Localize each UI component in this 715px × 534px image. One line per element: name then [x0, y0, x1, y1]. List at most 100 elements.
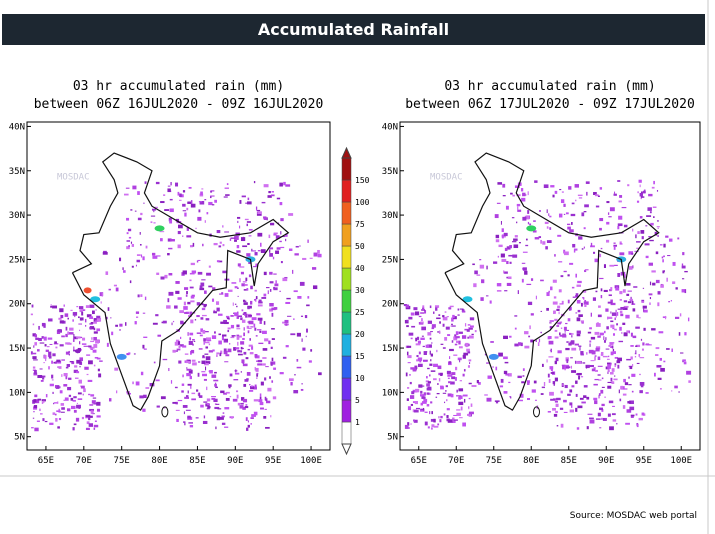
rain-speck [48, 355, 52, 359]
rain-speck [555, 357, 559, 362]
rain-speck [565, 212, 569, 215]
lon-label: 70E [448, 456, 464, 466]
rain-speck [273, 367, 277, 370]
rain-speck [504, 247, 508, 251]
rain-speck [503, 391, 508, 394]
rain-speck [436, 349, 438, 353]
rain-speck [563, 399, 567, 403]
rain-speck [31, 352, 37, 355]
rain-speck [240, 371, 242, 373]
rain-speck [604, 330, 606, 334]
rain-speck [43, 362, 45, 364]
rain-speck [140, 254, 143, 258]
rain-speck [443, 401, 446, 404]
rain-speck [620, 313, 624, 317]
rain-speck [126, 217, 130, 221]
rain-speck [211, 397, 216, 400]
rain-speck [431, 424, 435, 427]
rain-speck [167, 188, 171, 192]
rain-speck [555, 410, 558, 414]
rain-speck [269, 271, 273, 275]
rain-speck [257, 250, 261, 252]
rain-speck [60, 314, 64, 319]
rain-speck [615, 309, 617, 313]
rain-speck [553, 413, 558, 417]
map-title: between 06Z 16JUL2020 - 09Z 16JUL2020 [34, 97, 324, 112]
lat-label: 20N [9, 300, 25, 310]
rain-speck [156, 272, 160, 275]
rain-speck [614, 364, 616, 368]
rain-speck [160, 201, 165, 204]
rain-speck [655, 279, 660, 284]
rain-speck [575, 199, 577, 202]
rain-speck [54, 413, 57, 416]
rain-speck [566, 341, 569, 343]
rain-speck [204, 331, 209, 333]
rain-speck [257, 363, 263, 366]
rain-speck [73, 336, 78, 340]
rain-speck [495, 366, 498, 371]
rain-speck [575, 393, 578, 397]
rain-speck [257, 211, 262, 215]
rain-speck [51, 360, 53, 364]
rain-speck [622, 405, 626, 409]
rain-speck [588, 349, 594, 354]
rain-speck [241, 359, 245, 364]
rain-speck [626, 330, 630, 333]
rain-speck [546, 240, 552, 243]
rain-speck [596, 322, 599, 326]
rain-speck [408, 316, 413, 320]
rain-speck [429, 305, 432, 309]
rain-speck [273, 232, 278, 235]
rain-speck [257, 359, 263, 363]
rain-speck [444, 337, 448, 341]
rain-speck [436, 392, 440, 395]
rain-speck [589, 364, 594, 368]
rain-speck [628, 376, 630, 379]
rain-speck [453, 316, 457, 320]
rain-speck [107, 307, 110, 311]
rain-speck [175, 290, 180, 294]
rain-speck [498, 352, 503, 357]
lat-label: 30N [382, 211, 398, 221]
rain-speck [64, 397, 69, 401]
rain-speck [263, 271, 267, 276]
rain-speck [670, 300, 673, 302]
colorbar-end [341, 146, 352, 159]
rain-speck [635, 234, 637, 239]
rain-speck [187, 383, 192, 386]
rain-speck [430, 418, 436, 422]
rain-speck [88, 345, 92, 348]
rain-speck [601, 417, 603, 420]
rain-speck [684, 289, 687, 294]
rain-speck [293, 318, 295, 321]
rain-speck [636, 362, 640, 364]
rain-speck [190, 350, 192, 355]
rain-speck [496, 290, 502, 292]
rain-speck [558, 289, 562, 293]
rain-speck [33, 410, 35, 413]
rain-speck [250, 423, 252, 425]
rain-speck [181, 383, 185, 386]
rain-speck [638, 317, 641, 319]
rain-speck [577, 405, 583, 409]
rain-speck [279, 290, 281, 292]
rain-speck [560, 390, 563, 394]
lon-label: 100E [670, 456, 692, 466]
rain-speck [233, 379, 239, 381]
rain-speck [548, 336, 552, 339]
rain-speck [144, 296, 147, 301]
rain-speck [223, 392, 227, 395]
rain-speck [127, 228, 132, 232]
rain-speck [627, 290, 632, 292]
lon-label: 80E [523, 456, 539, 466]
rain-speck [662, 270, 665, 274]
rain-speck [256, 329, 262, 331]
rain-speck [474, 270, 478, 275]
rain-speck [452, 314, 455, 319]
rain-core [90, 296, 101, 303]
rain-speck [622, 393, 627, 396]
rain-speck [243, 327, 245, 331]
rain-speck [578, 345, 582, 347]
rain-speck [466, 329, 470, 332]
